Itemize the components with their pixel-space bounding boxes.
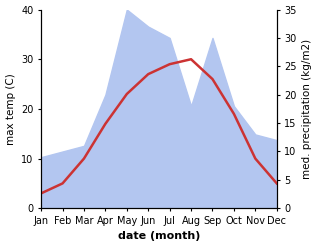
- X-axis label: date (month): date (month): [118, 231, 200, 242]
- Y-axis label: med. precipitation (kg/m2): med. precipitation (kg/m2): [302, 39, 313, 179]
- Y-axis label: max temp (C): max temp (C): [5, 73, 16, 145]
